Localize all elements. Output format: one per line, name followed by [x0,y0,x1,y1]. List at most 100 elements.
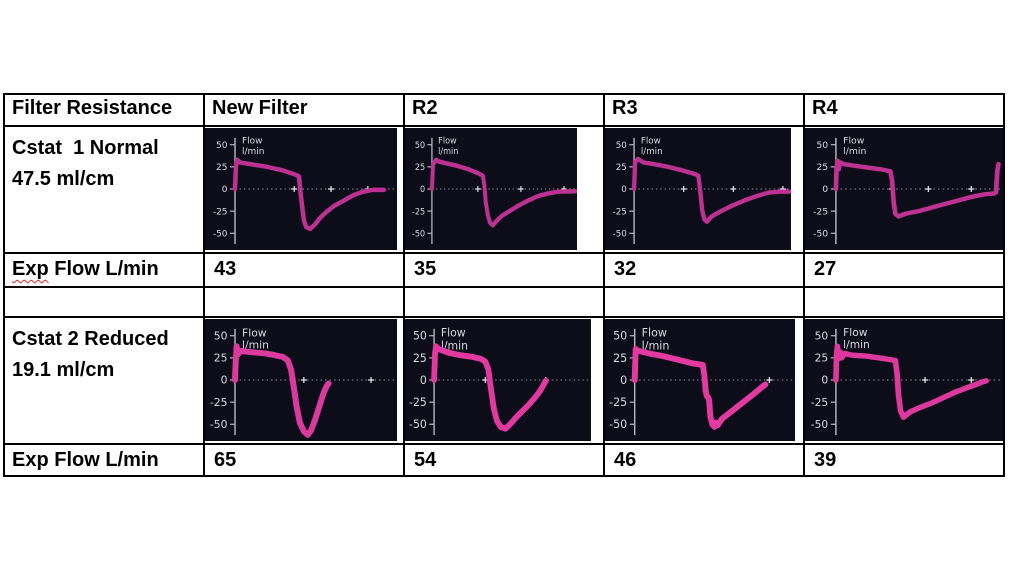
spacer-cell [605,288,803,316]
svg-text:-50: -50 [811,419,828,431]
exp-flow-value-cstat2-r3: 46 [605,445,803,475]
flow-waveform-chart: 50 25 0 -25 -50 Flow l/min [605,319,796,441]
chart-cell-cstat2-r2: 50 25 0 -25 -50 Flow l/min [405,318,603,443]
svg-text:0: 0 [620,374,627,387]
chart-cell-cstat2-new-filter: 50 25 0 -25 -50 Flow l/min [205,318,403,443]
svg-text:50: 50 [616,141,627,151]
misspelled-word: Exp [12,258,49,280]
svg-text:25: 25 [816,163,828,173]
svg-text:0: 0 [420,184,425,194]
svg-text:l/min: l/min [642,340,670,353]
spacer-cell [805,288,1003,316]
svg-text:Flow: Flow [642,327,667,340]
svg-text:-50: -50 [412,228,425,238]
svg-text:25: 25 [216,163,227,173]
svg-text:0: 0 [822,185,828,195]
spacer-cell [205,288,403,316]
svg-text:l/min: l/min [242,147,264,157]
svg-text:25: 25 [616,163,627,173]
flow-waveform-chart: 50 25 0 -25 -50 Flow l/min [205,319,398,441]
row-label-exp-flow-2: Exp Flow L/min [5,445,203,475]
svg-text:Flow: Flow [242,137,263,147]
row-label-cstat1: Cstat 1 Normal 47.5 ml/cm [5,127,203,252]
exp-flow-value-cstat1-new-filter: 43 [205,254,403,286]
exp-flow-value-cstat2-r4: 39 [805,445,1003,475]
svg-text:-50: -50 [813,230,828,240]
svg-text:25: 25 [415,162,425,172]
svg-text:50: 50 [214,330,228,343]
spacer-cell [5,288,203,316]
flow-waveform-chart: 50 25 0 -25 -50 Flow l/min [405,128,578,250]
svg-text:-50: -50 [409,418,427,431]
chart-cell-cstat2-r3: 50 25 0 -25 -50 Flow l/min [605,318,803,443]
flow-waveform-chart: 50 25 0 -25 -50 Flow l/min [605,128,792,250]
exp-flow-value-cstat2-new-filter: 65 [205,445,403,475]
header-new-filter: New Filter [205,95,403,125]
svg-text:-25: -25 [412,206,425,216]
svg-text:l/min: l/min [843,147,866,157]
spacer-cell [405,288,603,316]
svg-text:l/min: l/min [438,146,458,156]
svg-text:l/min: l/min [641,147,663,157]
exp-flow-value-cstat1-r2: 35 [405,254,603,286]
svg-text:l/min: l/min [843,339,870,351]
svg-text:Flow: Flow [843,327,868,339]
svg-text:-50: -50 [609,418,627,431]
svg-text:-25: -25 [213,207,228,217]
exp-flow-value-cstat1-r4: 27 [805,254,1003,286]
svg-text:-50: -50 [210,418,228,431]
svg-text:50: 50 [216,141,228,151]
svg-text:-50: -50 [613,229,627,239]
svg-text:25: 25 [613,352,627,365]
chart-cell-cstat1-r4: 50 25 0 -25 -50 Flow l/min [805,127,1003,252]
svg-text:50: 50 [816,141,828,151]
chart-cell-cstat2-r4: 50 25 0 -25 -50 Flow l/min [805,318,1003,443]
svg-text:50: 50 [415,140,425,150]
flow-waveform-chart: 50 25 0 -25 -50 Flow l/min [205,128,398,250]
flow-waveform-chart: 50 25 0 -25 -50 Flow l/min [805,128,1003,250]
svg-text:0: 0 [821,375,828,387]
svg-text:-25: -25 [210,396,228,409]
svg-text:50: 50 [413,330,427,343]
chart-cell-cstat1-r2: 50 25 0 -25 -50 Flow l/min [405,127,603,252]
svg-text:50: 50 [815,331,829,343]
exp-flow-value-cstat1-r3: 32 [605,254,803,286]
svg-text:Flow: Flow [242,326,267,339]
row-label-exp-flow-1: Exp Flow L/min [5,254,203,286]
svg-text:25: 25 [815,353,829,365]
svg-text:-25: -25 [409,396,427,409]
svg-text:Flow: Flow [843,137,865,147]
chart-cell-cstat1-new-filter: 50 25 0 -25 -50 Flow l/min [205,127,403,252]
header-r2: R2 [405,95,603,125]
svg-text:l/min: l/min [242,339,269,352]
exp-flow-label-rest: Flow L/min [48,258,159,280]
cstat1-line2: 47.5 ml/cm [12,168,115,190]
svg-text:-25: -25 [613,207,627,217]
svg-text:-25: -25 [609,396,627,409]
svg-text:50: 50 [613,330,627,343]
flow-waveform-chart: 50 25 0 -25 -50 Flow l/min [405,319,592,441]
svg-text:Flow: Flow [438,135,456,145]
flow-waveform-chart: 50 25 0 -25 -50 Flow l/min [805,319,1003,441]
cstat2-line1: Cstat 2 Reduced [12,328,169,350]
cstat2-line2: 19.1 ml/cm [12,359,115,381]
exp-flow-value-cstat2-r2: 54 [405,445,603,475]
svg-text:-50: -50 [213,229,228,239]
filter-resistance-table: Filter Resistance New Filter R2 R3 R4 Cs… [3,93,1005,477]
svg-text:25: 25 [214,352,228,365]
svg-text:0: 0 [621,185,627,195]
chart-cell-cstat1-r3: 50 25 0 -25 -50 Flow l/min [605,127,803,252]
svg-text:-25: -25 [811,397,828,409]
header-filter-resistance: Filter Resistance [5,95,203,125]
svg-text:25: 25 [413,352,427,365]
header-r4: R4 [805,95,1003,125]
header-r3: R3 [605,95,803,125]
cstat1-line1: Cstat 1 Normal [12,137,159,159]
